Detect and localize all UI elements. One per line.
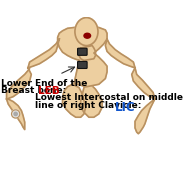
Polygon shape: [7, 99, 25, 130]
Polygon shape: [79, 46, 96, 60]
Text: Lower End of the: Lower End of the: [1, 78, 87, 88]
Text: Breast bone:: Breast bone:: [1, 86, 69, 95]
Text: line of right Clavicle:: line of right Clavicle:: [35, 101, 144, 110]
Polygon shape: [58, 27, 107, 87]
Text: LEB: LEB: [38, 86, 60, 96]
Text: Lowest Intercostal on middle: Lowest Intercostal on middle: [35, 93, 183, 102]
Polygon shape: [7, 68, 31, 99]
Ellipse shape: [75, 18, 98, 46]
Polygon shape: [132, 68, 155, 99]
Ellipse shape: [84, 33, 91, 38]
Polygon shape: [105, 39, 135, 68]
Circle shape: [14, 112, 17, 116]
Polygon shape: [28, 39, 59, 68]
Polygon shape: [63, 84, 86, 117]
FancyBboxPatch shape: [78, 61, 87, 68]
FancyBboxPatch shape: [78, 48, 87, 55]
Circle shape: [12, 110, 20, 118]
Polygon shape: [81, 84, 102, 117]
Polygon shape: [135, 99, 155, 134]
Text: LIC: LIC: [114, 101, 135, 114]
